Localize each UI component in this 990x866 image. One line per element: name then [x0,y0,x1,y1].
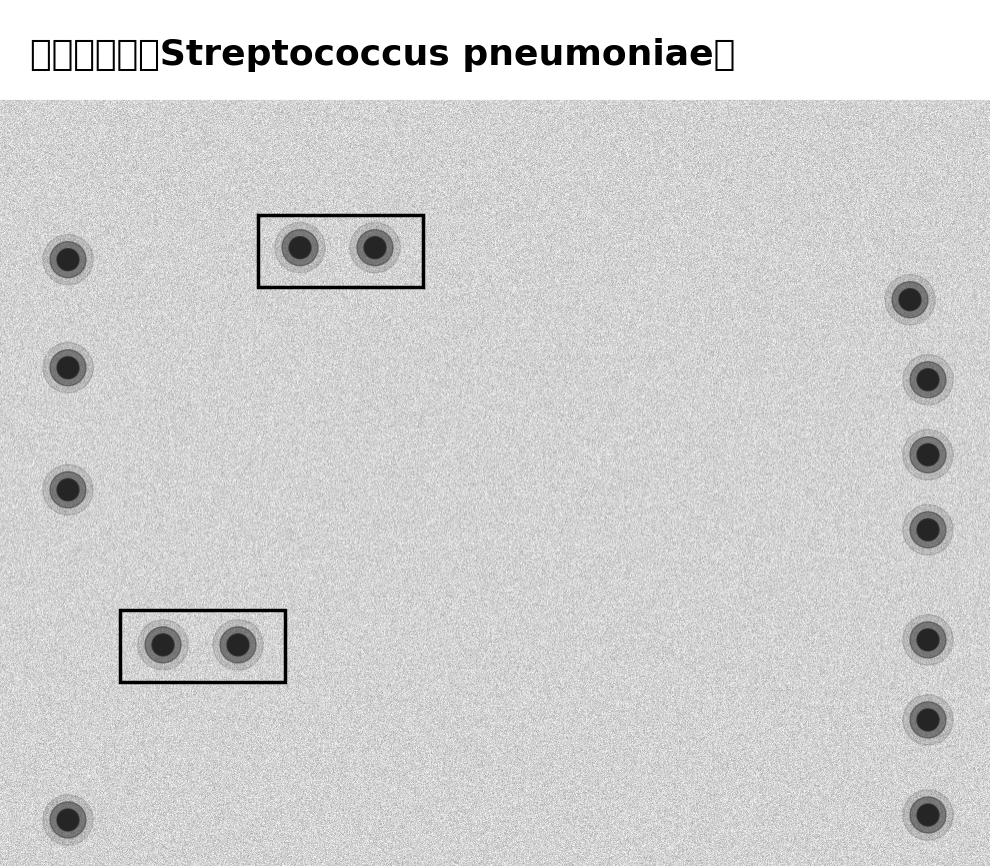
Circle shape [903,695,953,745]
Circle shape [917,709,939,731]
Circle shape [43,343,93,393]
Circle shape [58,249,78,269]
Circle shape [917,519,939,541]
Circle shape [138,620,188,670]
Circle shape [349,223,400,273]
Circle shape [50,472,86,507]
Circle shape [227,634,249,656]
Text: 肺炎連球菌（Streptococcus pneumoniae）: 肺炎連球菌（Streptococcus pneumoniae） [30,38,735,72]
Circle shape [43,795,93,845]
Circle shape [903,354,953,405]
Circle shape [910,702,946,738]
Circle shape [57,249,79,271]
Circle shape [152,634,174,656]
Circle shape [918,710,938,730]
Circle shape [290,237,310,258]
Circle shape [220,627,256,662]
Circle shape [58,358,78,378]
Circle shape [275,223,325,273]
Circle shape [58,810,78,830]
Circle shape [917,629,939,651]
Circle shape [364,236,386,259]
Circle shape [892,281,928,318]
Circle shape [903,430,953,480]
Circle shape [917,443,939,466]
Circle shape [282,229,318,266]
Circle shape [57,479,79,501]
Circle shape [899,288,921,311]
Circle shape [885,275,936,325]
Circle shape [50,242,86,278]
Circle shape [903,790,953,840]
Bar [258,215,423,287]
Circle shape [365,237,385,258]
Circle shape [228,635,248,655]
Circle shape [57,357,79,378]
Circle shape [918,520,938,540]
Circle shape [917,804,939,826]
Circle shape [145,627,181,662]
Circle shape [43,464,93,515]
Bar [120,610,285,682]
Circle shape [918,630,938,650]
Circle shape [918,445,938,465]
Circle shape [289,236,311,259]
Circle shape [917,369,939,391]
Circle shape [910,622,946,658]
Circle shape [43,235,93,285]
Circle shape [910,797,946,833]
Circle shape [50,802,86,838]
Circle shape [50,350,86,385]
Circle shape [910,436,946,473]
Circle shape [58,480,78,500]
Circle shape [910,512,946,548]
Circle shape [903,615,953,665]
Circle shape [900,290,920,310]
Circle shape [57,809,79,831]
Circle shape [918,805,938,825]
Circle shape [153,635,173,655]
Circle shape [213,620,263,670]
Circle shape [910,362,946,397]
Circle shape [918,370,938,390]
Circle shape [357,229,393,266]
Circle shape [903,505,953,555]
